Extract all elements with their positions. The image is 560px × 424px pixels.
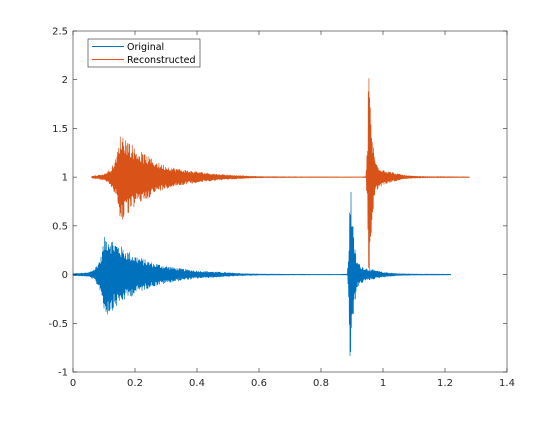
x-tick-label: 0.8 <box>313 378 329 389</box>
legend-label-reconstructed: Reconstructed <box>127 55 196 66</box>
x-tick-label: 1 <box>380 378 386 389</box>
x-tick-label: 0.2 <box>127 378 143 389</box>
series-line-reconstructed <box>91 78 470 272</box>
y-tick-label: -0.5 <box>48 319 68 330</box>
plot-area <box>73 31 507 372</box>
y-axis: -1 -0.5 0 0.5 1 1.5 2 2.5 <box>48 27 507 379</box>
series-line-original <box>72 191 452 357</box>
y-tick-label: 2.5 <box>52 27 68 38</box>
y-tick-label: 1 <box>62 173 68 184</box>
x-axis: 0 0.2 0.4 0.6 0.8 1 1.2 1.4 <box>70 31 515 389</box>
y-tick-label: 1.5 <box>52 124 68 135</box>
plot-frame <box>72 30 508 373</box>
x-tick-label: 0.6 <box>251 378 267 389</box>
legend-box <box>87 38 201 68</box>
y-tick-label: -1 <box>58 368 68 379</box>
x-tick-label: 0 <box>70 378 76 389</box>
legend-label-original: Original <box>127 42 164 53</box>
series-layer <box>72 78 470 357</box>
legend: Original Reconstructed <box>87 38 201 68</box>
x-tick-label: 1.4 <box>499 378 515 389</box>
y-tick-label: 0.5 <box>52 221 68 232</box>
y-tick-label: 0 <box>62 270 68 281</box>
x-tick-label: 1.2 <box>437 378 453 389</box>
y-tick-label: 2 <box>62 75 68 86</box>
x-tick-label: 0.4 <box>189 378 205 389</box>
